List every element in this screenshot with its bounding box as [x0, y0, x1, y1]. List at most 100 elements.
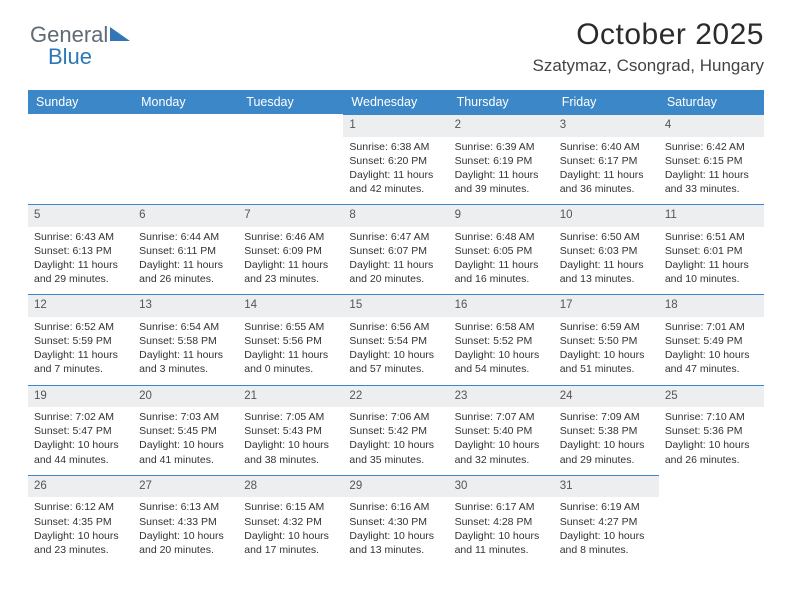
day-number: 7 — [238, 204, 343, 227]
daylight-text: Daylight: 10 hours and 41 minutes. — [139, 438, 232, 466]
calendar-cell: 26 Sunrise: 6:12 AMSunset: 4:35 PMDayligh… — [28, 475, 133, 565]
calendar-cell: 10Sunrise: 6:50 AMSunset: 6:03 PMDayligh… — [554, 204, 659, 294]
daylight-text: Daylight: 11 hours and 39 minutes. — [455, 168, 548, 196]
calendar-cell — [659, 475, 764, 565]
day-body: Sunrise: 6:54 AMSunset: 5:58 PMDaylight:… — [133, 317, 238, 385]
daylight-text: Daylight: 10 hours and 47 minutes. — [665, 348, 758, 376]
calendar-cell: 15Sunrise: 6:56 AMSunset: 5:54 PMDayligh… — [343, 294, 448, 384]
sunrise-text: Sunrise: 6:56 AM — [349, 320, 442, 334]
daylight-text: Daylight: 11 hours and 7 minutes. — [34, 348, 127, 376]
day-number: 3 — [554, 114, 659, 137]
day-number: 14 — [238, 294, 343, 317]
daylight-text: Daylight: 10 hours and 29 minutes. — [560, 438, 653, 466]
day-body: Sunrise: 7:03 AMSunset: 5:45 PMDaylight:… — [133, 407, 238, 475]
calendar-cell: 5Sunrise: 6:43 AMSunset: 6:13 PMDaylight… — [28, 204, 133, 294]
calendar-week-row: 19Sunrise: 7:02 AMSunset: 5:47 PMDayligh… — [28, 385, 764, 475]
sunset-text: Sunset: 4:27 PM — [560, 515, 653, 529]
day-body: Sunrise: 6:50 AMSunset: 6:03 PMDaylight:… — [554, 227, 659, 295]
day-body: Sunrise: 6:42 AMSunset: 6:15 PMDaylight:… — [659, 137, 764, 205]
day-body: Sunrise: 7:10 AMSunset: 5:36 PMDaylight:… — [659, 407, 764, 475]
calendar-cell: 17Sunrise: 6:59 AMSunset: 5:50 PMDayligh… — [554, 294, 659, 384]
day-body: Sunrise: 6:19 AMSunset: 4:27 PMDaylight:… — [554, 497, 659, 565]
daylight-text: Daylight: 11 hours and 36 minutes. — [560, 168, 653, 196]
day-body: Sunrise: 6:38 AMSunset: 6:20 PMDaylight:… — [343, 137, 448, 205]
day-number: 22 — [343, 385, 448, 408]
calendar-cell: 2Sunrise: 6:39 AMSunset: 6:19 PMDaylight… — [449, 114, 554, 204]
dow-tue: Tuesday — [238, 90, 343, 114]
day-number: 28 — [238, 475, 343, 498]
daylight-text: Daylight: 11 hours and 16 minutes. — [455, 258, 548, 286]
calendar-cell: 11Sunrise: 6:51 AMSunset: 6:01 PMDayligh… — [659, 204, 764, 294]
sunrise-text: Sunrise: 6:51 AM — [665, 230, 758, 244]
sunrise-text: Sunrise: 6:12 AM — [34, 500, 127, 514]
day-body: Sunrise: 6:47 AMSunset: 6:07 PMDaylight:… — [343, 227, 448, 295]
sunrise-text: Sunrise: 6:16 AM — [349, 500, 442, 514]
calendar-table: Sunday Monday Tuesday Wednesday Thursday… — [28, 90, 764, 565]
daylight-text: Daylight: 11 hours and 26 minutes. — [139, 258, 232, 286]
sunrise-text: Sunrise: 6:19 AM — [560, 500, 653, 514]
calendar-cell — [28, 114, 133, 204]
calendar-cell: 7Sunrise: 6:46 AMSunset: 6:09 PMDaylight… — [238, 204, 343, 294]
day-body: Sunrise: 6:16 AMSunset: 4:30 PMDaylight:… — [343, 497, 448, 565]
dow-sun: Sunday — [28, 90, 133, 114]
daylight-text: Daylight: 11 hours and 23 minutes. — [244, 258, 337, 286]
day-number: 2 — [449, 114, 554, 137]
sunrise-text: Sunrise: 6:46 AM — [244, 230, 337, 244]
calendar-cell: 1Sunrise: 6:38 AMSunset: 6:20 PMDaylight… — [343, 114, 448, 204]
sunrise-text: Sunrise: 6:39 AM — [455, 140, 548, 154]
day-body: Sunrise: 7:06 AMSunset: 5:42 PMDaylight:… — [343, 407, 448, 475]
calendar-cell: 23Sunrise: 7:07 AMSunset: 5:40 PMDayligh… — [449, 385, 554, 475]
day-number: 20 — [133, 385, 238, 408]
daylight-text: Daylight: 10 hours and 8 minutes. — [560, 529, 653, 557]
sunset-text: Sunset: 4:28 PM — [455, 515, 548, 529]
day-number: 4 — [659, 114, 764, 137]
calendar-cell: 24Sunrise: 7:09 AMSunset: 5:38 PMDayligh… — [554, 385, 659, 475]
logo-triangle-icon — [110, 27, 130, 41]
day-number: 26 — [28, 475, 133, 498]
calendar-cell: 21Sunrise: 7:05 AMSunset: 5:43 PMDayligh… — [238, 385, 343, 475]
day-number: 15 — [343, 294, 448, 317]
day-number: 19 — [28, 385, 133, 408]
sunrise-text: Sunrise: 6:38 AM — [349, 140, 442, 154]
calendar-cell: 30Sunrise: 6:17 AMSunset: 4:28 PMDayligh… — [449, 475, 554, 565]
sunset-text: Sunset: 6:13 PM — [34, 244, 127, 258]
day-body: Sunrise: 6:48 AMSunset: 6:05 PMDaylight:… — [449, 227, 554, 295]
sunset-text: Sunset: 4:35 PM — [34, 515, 127, 529]
sunset-text: Sunset: 6:01 PM — [665, 244, 758, 258]
logo-text-2: Blue — [48, 44, 92, 70]
calendar-cell: 27Sunrise: 6:13 AMSunset: 4:33 PMDayligh… — [133, 475, 238, 565]
sunrise-text: Sunrise: 6:50 AM — [560, 230, 653, 244]
day-body: Sunrise: 6:46 AMSunset: 6:09 PMDaylight:… — [238, 227, 343, 295]
sunset-text: Sunset: 6:09 PM — [244, 244, 337, 258]
page-header: October 2025 Szatymaz, Csongrad, Hungary — [28, 18, 764, 76]
sunset-text: Sunset: 5:50 PM — [560, 334, 653, 348]
sunrise-text: Sunrise: 6:54 AM — [139, 320, 232, 334]
sunset-text: Sunset: 6:07 PM — [349, 244, 442, 258]
sunrise-text: Sunrise: 7:06 AM — [349, 410, 442, 424]
daylight-text: Daylight: 10 hours and 51 minutes. — [560, 348, 653, 376]
day-body: Sunrise: 6:40 AMSunset: 6:17 PMDaylight:… — [554, 137, 659, 205]
calendar-cell: 25Sunrise: 7:10 AMSunset: 5:36 PMDayligh… — [659, 385, 764, 475]
calendar-week-row: 5Sunrise: 6:43 AMSunset: 6:13 PMDaylight… — [28, 204, 764, 294]
day-number: 13 — [133, 294, 238, 317]
day-body: Sunrise: 7:02 AMSunset: 5:47 PMDaylight:… — [28, 407, 133, 475]
day-number: 25 — [659, 385, 764, 408]
day-number: 5 — [28, 204, 133, 227]
sunset-text: Sunset: 5:59 PM — [34, 334, 127, 348]
day-number: 21 — [238, 385, 343, 408]
day-body: Sunrise: 6:43 AMSunset: 6:13 PMDaylight:… — [28, 227, 133, 295]
sunrise-text: Sunrise: 6:40 AM — [560, 140, 653, 154]
sunset-text: Sunset: 4:30 PM — [349, 515, 442, 529]
day-body: Sunrise: 6:44 AMSunset: 6:11 PMDaylight:… — [133, 227, 238, 295]
daylight-text: Daylight: 10 hours and 38 minutes. — [244, 438, 337, 466]
dow-wed: Wednesday — [343, 90, 448, 114]
sunrise-text: Sunrise: 7:10 AM — [665, 410, 758, 424]
sunrise-text: Sunrise: 6:58 AM — [455, 320, 548, 334]
daylight-text: Daylight: 10 hours and 23 minutes. — [34, 529, 127, 557]
calendar-week-row: 26Sunrise: 6:12 AMSunset: 4:35 PMDayligh… — [28, 475, 764, 565]
sunrise-text: Sunrise: 6:47 AM — [349, 230, 442, 244]
day-body: Sunrise: 7:05 AMSunset: 5:43 PMDaylight:… — [238, 407, 343, 475]
calendar-cell: 31Sunrise: 6:19 AMSunset: 4:27 PMDayligh… — [554, 475, 659, 565]
sunset-text: Sunset: 5:42 PM — [349, 424, 442, 438]
day-number: 12 — [28, 294, 133, 317]
